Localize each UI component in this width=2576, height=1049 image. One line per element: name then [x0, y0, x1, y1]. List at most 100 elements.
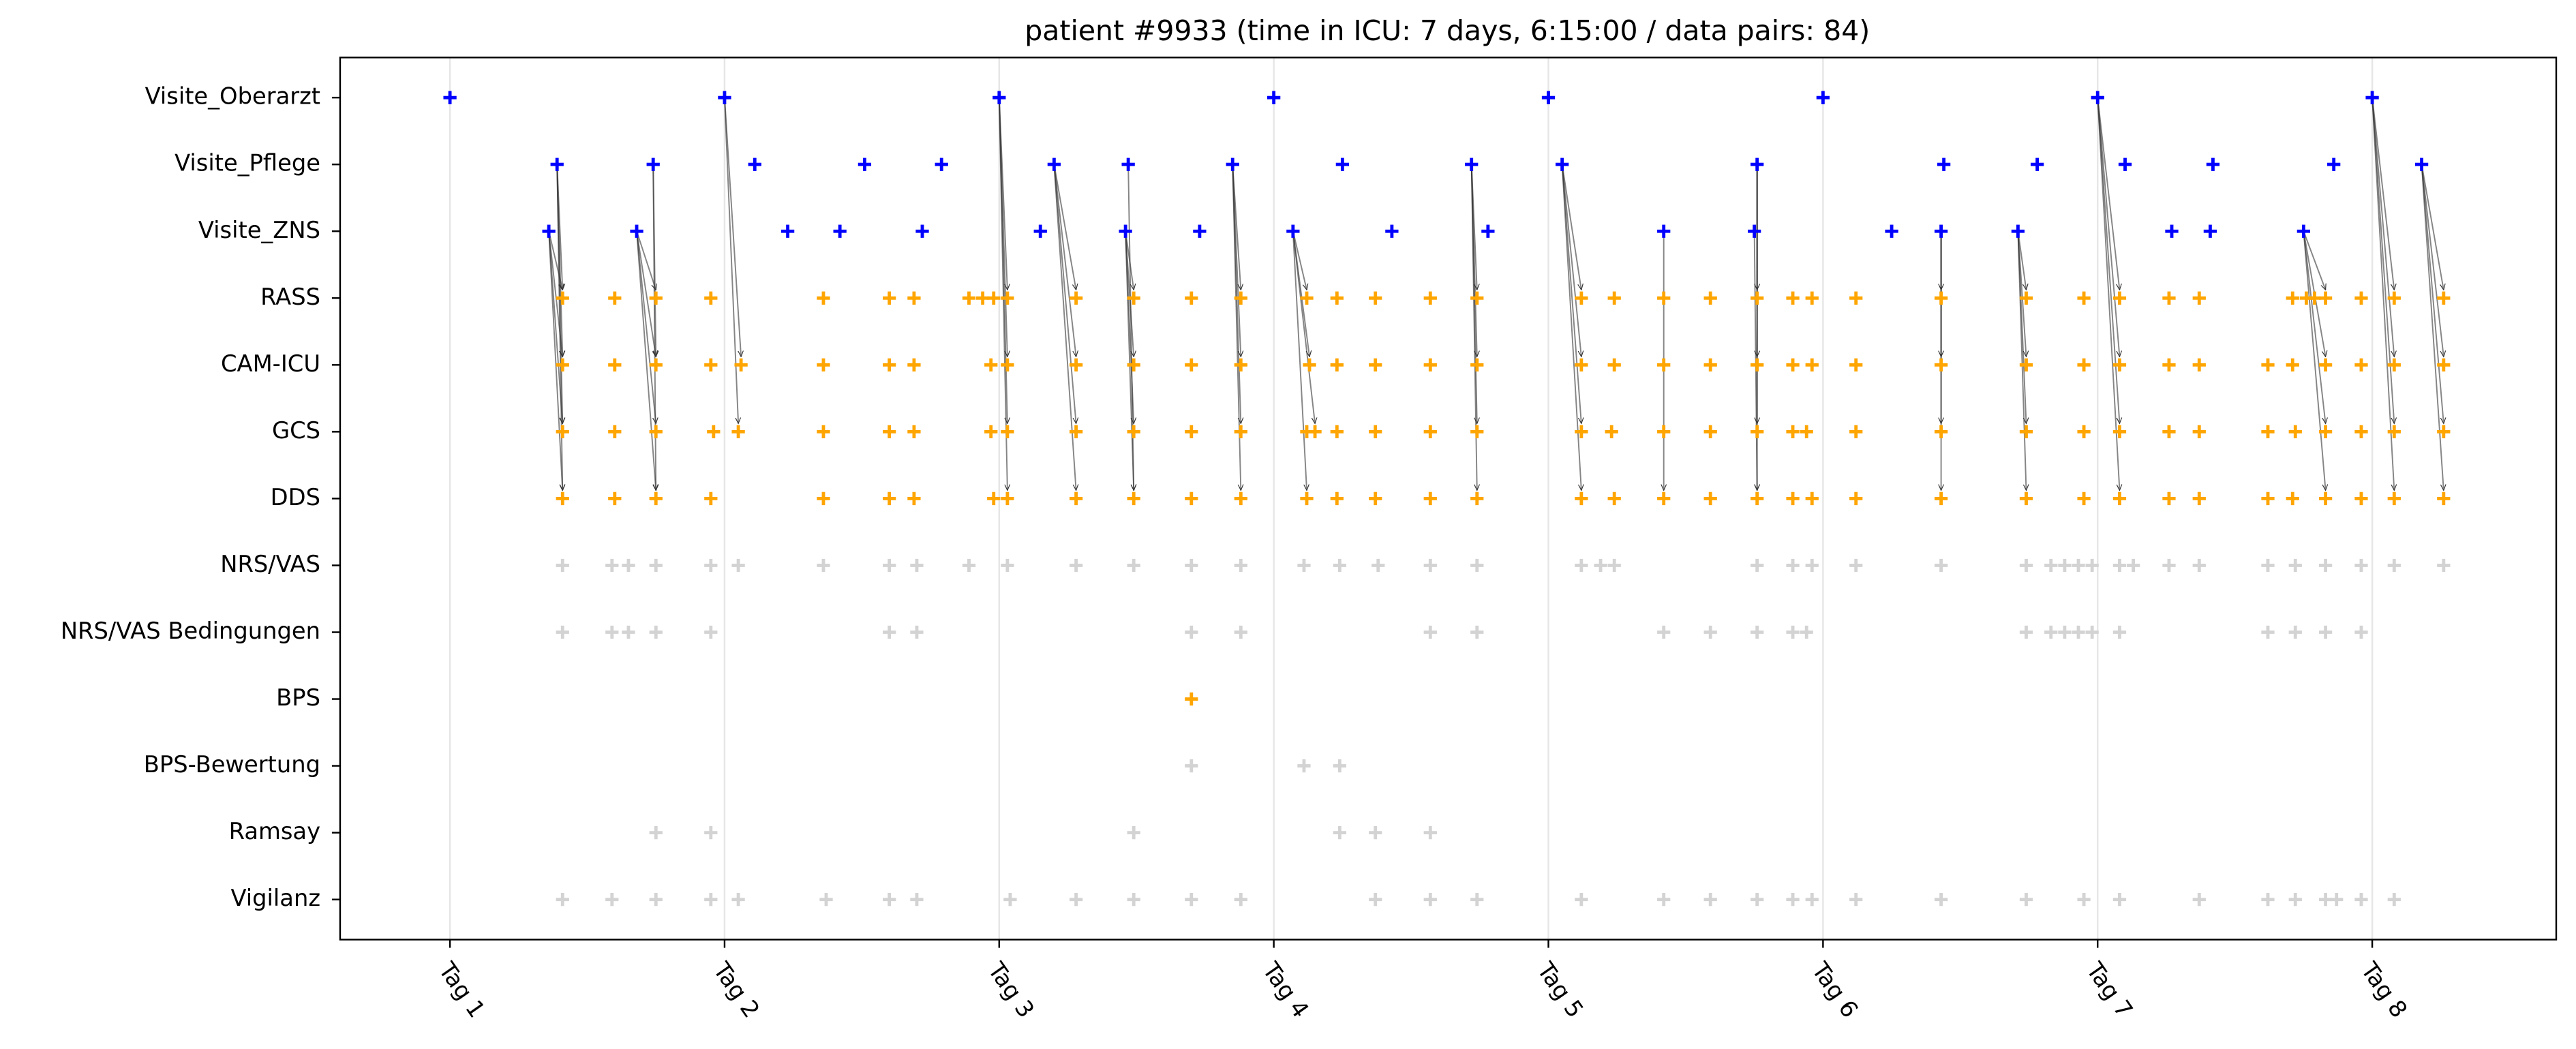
y-tick-label: Visite_Pflege [175, 150, 320, 177]
event-marker [734, 358, 748, 371]
event-marker [883, 625, 896, 639]
event-marker [1470, 625, 1484, 639]
event-marker [1127, 358, 1140, 371]
event-marker [556, 358, 569, 371]
event-marker [649, 425, 663, 439]
event-marker [1297, 759, 1311, 773]
event-marker [2261, 893, 2275, 907]
event-marker [2286, 491, 2299, 506]
event-marker [1267, 91, 1281, 104]
event-marker [817, 558, 830, 573]
y-tick-label: RASS [260, 284, 320, 310]
event-marker [1001, 425, 1014, 439]
event-marker [443, 91, 457, 104]
event-marker [1234, 893, 1247, 907]
event-marker [2288, 625, 2302, 639]
event-marker [707, 425, 721, 439]
pair-arrow [1561, 164, 1581, 490]
pair-arrow [636, 231, 656, 490]
event-marker [1423, 358, 1437, 371]
event-marker [1934, 893, 1948, 907]
event-marker [2307, 291, 2322, 305]
event-marker [649, 825, 663, 840]
event-marker [1575, 558, 1588, 573]
event-marker [1703, 425, 1717, 439]
pair-arrow [1053, 164, 1076, 423]
event-marker [1607, 358, 1621, 371]
event-marker [2118, 157, 2132, 171]
event-marker [2162, 425, 2176, 439]
event-marker [1369, 425, 1382, 439]
event-marker [1333, 825, 1346, 840]
event-marker [1234, 358, 1247, 371]
event-marker [649, 491, 663, 506]
event-marker [1657, 358, 1671, 371]
event-marker [910, 625, 924, 639]
event-marker [622, 625, 635, 639]
event-marker [907, 291, 921, 305]
event-marker [883, 291, 896, 305]
event-marker [2365, 91, 2379, 104]
event-marker [1703, 291, 1717, 305]
event-marker [1333, 759, 1346, 773]
event-marker [1127, 491, 1140, 506]
event-marker [2387, 558, 2401, 573]
event-marker [1657, 491, 1671, 506]
event-marker [1127, 291, 1140, 305]
event-marker [2354, 558, 2368, 573]
event-marker [1937, 157, 1951, 171]
event-marker [2414, 157, 2429, 171]
event-marker [833, 224, 847, 238]
event-marker [1751, 491, 1764, 506]
event-marker [1607, 291, 1621, 305]
event-marker [962, 558, 976, 573]
event-marker [2437, 358, 2451, 371]
event-marker [2286, 291, 2299, 305]
event-marker [1369, 825, 1382, 840]
event-marker [550, 157, 564, 171]
event-marker [1556, 157, 1569, 171]
event-marker [704, 291, 718, 305]
y-tick-label: Ramsay [229, 818, 320, 845]
event-marker [1033, 224, 1047, 238]
event-marker [731, 558, 745, 573]
event-marker [2261, 558, 2275, 573]
event-marker [556, 291, 569, 305]
event-marker [2354, 625, 2368, 639]
event-marker [1934, 224, 1948, 238]
event-marker [704, 491, 718, 506]
event-marker [2437, 491, 2451, 506]
event-marker [817, 358, 830, 371]
links [548, 97, 2444, 490]
event-marker [2019, 558, 2033, 573]
pair-arrow [723, 97, 738, 423]
event-marker [1786, 425, 1800, 439]
event-marker [1185, 692, 1198, 706]
event-marker [1748, 224, 1761, 238]
event-marker [2437, 425, 2451, 439]
event-marker [2044, 625, 2058, 639]
event-marker [1300, 491, 1314, 506]
event-marker [2387, 358, 2401, 371]
event-marker [1234, 625, 1247, 639]
event-marker [1234, 425, 1247, 439]
event-marker [1805, 893, 1819, 907]
event-marker [2072, 558, 2085, 573]
event-marker [1934, 358, 1948, 371]
event-marker [1127, 425, 1140, 439]
event-marker [1786, 558, 1800, 573]
pair-arrow [2421, 164, 2444, 356]
event-marker [1934, 491, 1948, 506]
event-marker [704, 893, 718, 907]
event-marker [2077, 491, 2091, 506]
event-marker [2077, 893, 2091, 907]
event-marker [2192, 491, 2206, 506]
y-tick-label: NRS/VAS [220, 551, 320, 577]
event-marker [1849, 893, 1863, 907]
event-marker [1470, 291, 1484, 305]
event-marker [2112, 893, 2127, 907]
y-tick-label: Vigilanz [230, 885, 320, 911]
event-marker [1193, 224, 1207, 238]
event-marker [2112, 358, 2127, 371]
